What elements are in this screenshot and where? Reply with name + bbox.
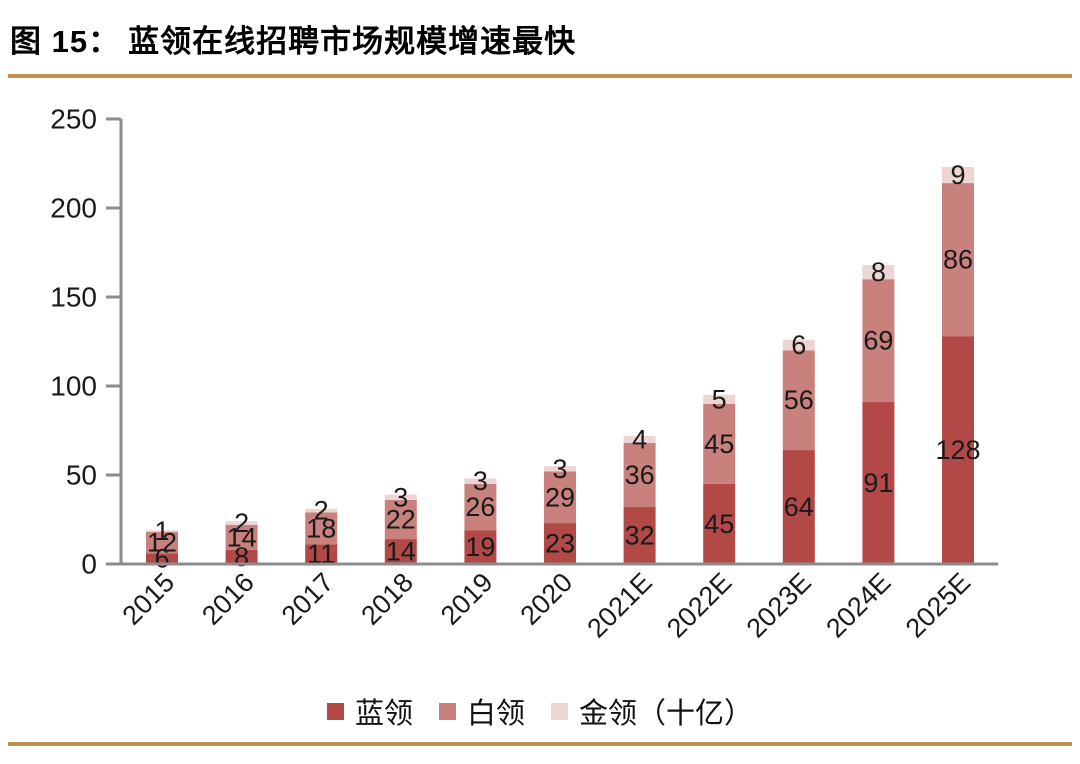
- bar-value-label: 91: [863, 468, 893, 498]
- legend-item-白领: 白领: [438, 690, 525, 732]
- bar-segment-蓝领-2021E: [623, 507, 656, 564]
- x-axis-category-label: 2016: [196, 567, 260, 631]
- bar-segment-白领-2021E: [623, 442, 656, 508]
- legend-label: 金领（十亿）: [579, 698, 754, 730]
- x-axis-category-label: 2025E: [900, 567, 976, 643]
- bar-segment-蓝领-2024E: [862, 402, 895, 564]
- bar-segment-金领-2025E: [942, 167, 974, 184]
- figure-number: 图 15：: [10, 24, 121, 59]
- bar-value-label: 14: [386, 537, 416, 567]
- bar-segment-蓝领-2020: [544, 523, 576, 564]
- y-axis-tick-label: 0: [81, 549, 97, 580]
- bar-segment-金领-2020: [544, 466, 576, 472]
- bar-value-label: 29: [545, 482, 575, 512]
- bar-value-label: 32: [625, 521, 655, 551]
- bar-segment-白领-2018: [384, 499, 417, 540]
- y-axis-tick-label: 200: [50, 193, 97, 224]
- bar-value-label: 26: [465, 492, 495, 522]
- x-axis-category-label: 2022E: [661, 567, 737, 643]
- bar-segment-白领-2017: [305, 512, 338, 545]
- bar-value-label: 3: [393, 482, 408, 512]
- y-axis-tick-label: 250: [50, 104, 97, 135]
- bar-value-label: 2: [314, 496, 329, 526]
- legend-item-金领: 金领（十亿）: [551, 690, 753, 732]
- bar-segment-金领-2021E: [623, 435, 656, 443]
- x-axis-category-label: 2024E: [820, 567, 896, 643]
- bar-value-label: 5: [712, 384, 727, 414]
- bar-segment-白领-2023E: [782, 350, 815, 451]
- bar-value-label: 3: [552, 454, 567, 484]
- bar-segment-蓝领-2016: [225, 549, 258, 564]
- bar-segment-蓝领-2015: [146, 553, 178, 564]
- bar-value-label: 86: [943, 245, 973, 275]
- bar-segment-蓝领-2019: [464, 530, 497, 564]
- bar-segment-金领-2016: [225, 521, 258, 525]
- legend-swatch-金领: [551, 702, 568, 720]
- bar-segment-白领-2015: [146, 531, 178, 554]
- bar-value-label: 14: [227, 522, 257, 552]
- bar-segment-蓝领-2018: [384, 539, 417, 564]
- y-axis-tick-label: 50: [66, 460, 97, 491]
- bar-value-label: 6: [791, 330, 806, 360]
- x-axis-category-label: 2018: [355, 567, 419, 631]
- bar-segment-蓝领-2023E: [782, 450, 815, 564]
- bar-value-label: 22: [386, 505, 416, 535]
- bar-value-label: 4: [632, 424, 647, 454]
- bar-value-label: 8: [871, 257, 886, 287]
- bar-value-label: 2: [234, 508, 249, 538]
- bar-value-label: 69: [863, 326, 893, 356]
- bar-value-label: 12: [147, 528, 177, 558]
- legend-label: 白领: [466, 698, 525, 730]
- x-axis-category-label: 2021E: [581, 567, 657, 643]
- bar-segment-白领-2020: [544, 471, 576, 524]
- legend-swatch-蓝领: [326, 702, 344, 720]
- bar-segment-蓝领-2017: [305, 544, 338, 564]
- bar-value-label: 56: [784, 385, 814, 415]
- figure-title: 图 15： 蓝领在线招聘市场规模增速最快: [10, 16, 576, 61]
- x-axis-category-label: 2020: [515, 567, 579, 631]
- bar-value-label: 45: [704, 509, 734, 539]
- bar-value-label: 6: [154, 544, 169, 574]
- bar-value-label: 3: [473, 466, 488, 496]
- x-axis-category-label: 2015: [117, 567, 181, 631]
- bar-segment-白领-2019: [464, 483, 497, 531]
- legend-label: 蓝领: [354, 698, 413, 730]
- bar-segment-金领-2022E: [703, 394, 736, 404]
- legend-item-蓝领: 蓝领: [326, 690, 413, 732]
- bar-segment-金领-2017: [305, 508, 338, 513]
- bar-segment-金领-2023E: [782, 339, 815, 351]
- bar-value-label: 18: [306, 513, 336, 543]
- x-axis-category-label: 2017: [276, 567, 340, 631]
- bar-segment-蓝领-2025E: [942, 336, 974, 564]
- bar-segment-白领-2016: [225, 524, 258, 550]
- x-axis-category-label: 2019: [435, 567, 499, 631]
- bar-segment-金领-2019: [464, 478, 497, 484]
- figure-title-text: 蓝领在线招聘市场规模增速最快: [128, 24, 577, 59]
- legend-swatch-白领: [438, 702, 456, 720]
- bar-value-label: 36: [625, 460, 655, 490]
- bar-segment-蓝领-2022E: [703, 483, 736, 564]
- bar-segment-白领-2024E: [862, 279, 895, 403]
- x-axis-category-label: 2023E: [741, 567, 817, 643]
- bar-value-label: 19: [465, 532, 495, 562]
- stacked-bar-chart: 6121201581422016111822017142232018192632…: [50, 104, 998, 643]
- bar-value-label: 1: [154, 516, 169, 546]
- y-axis-tick-label: 100: [50, 371, 97, 402]
- chart-legend: 蓝领 白领 金领（十亿）: [0, 690, 1080, 732]
- bar-value-label: 23: [545, 529, 575, 559]
- top-divider: [8, 74, 1072, 78]
- bottom-divider: [8, 742, 1072, 746]
- bar-segment-白领-2022E: [703, 403, 736, 484]
- bar-value-label: 45: [704, 429, 734, 459]
- bar-segment-金领-2018: [384, 494, 417, 500]
- bar-segment-白领-2025E: [942, 183, 974, 337]
- bar-segment-金领-2024E: [862, 264, 895, 280]
- bar-segment-金领-2015: [146, 530, 178, 532]
- bar-value-label: 9: [950, 160, 965, 190]
- bar-value-label: 64: [784, 492, 814, 522]
- bar-value-label: 128: [935, 435, 980, 465]
- y-axis-tick-label: 150: [50, 282, 97, 313]
